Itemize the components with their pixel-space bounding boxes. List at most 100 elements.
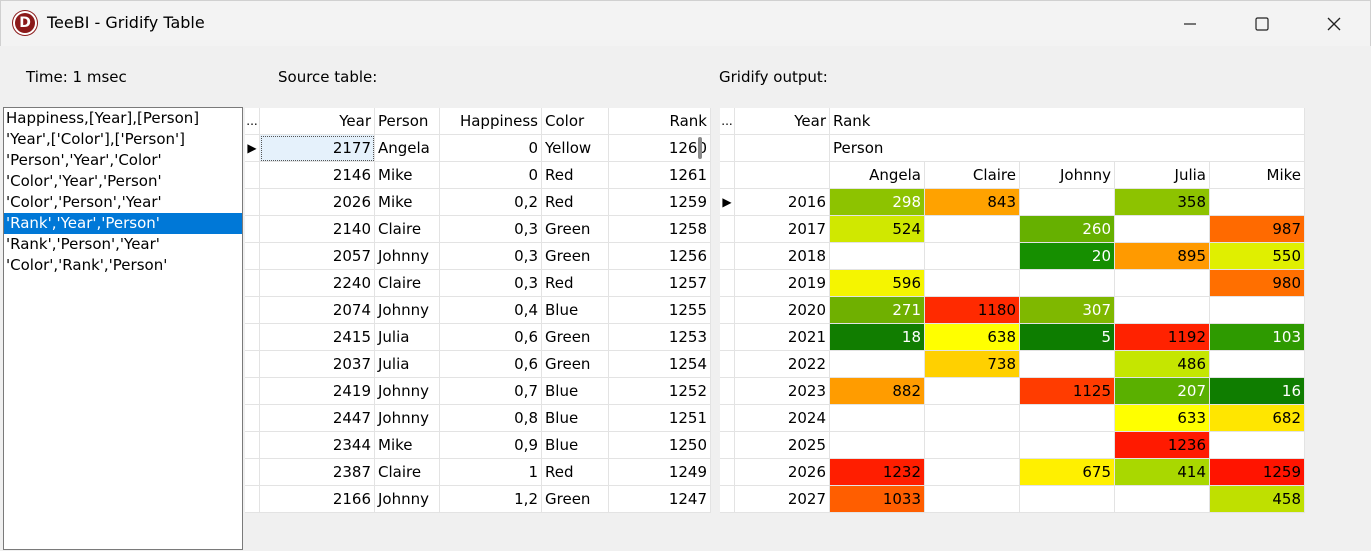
cell-rank[interactable]: 1253 [608, 323, 711, 351]
row-indicator[interactable] [720, 296, 735, 324]
cell-year[interactable]: 2146 [259, 161, 375, 189]
row-indicator[interactable] [245, 242, 260, 270]
cell-year[interactable]: 2344 [259, 431, 375, 459]
cell-person[interactable]: Johnny [374, 296, 440, 324]
list-item[interactable]: 'Rank','Person','Year' [6, 235, 160, 253]
row-indicator[interactable]: ▶ [720, 188, 735, 216]
cell-person[interactable]: Johnny [374, 404, 440, 432]
cell-happiness[interactable]: 0 [439, 161, 542, 189]
source-scrollbar-thumb[interactable] [698, 137, 702, 159]
rank-cell[interactable] [924, 215, 1020, 243]
cell-color[interactable]: Blue [541, 377, 609, 405]
cell-person[interactable]: Johnny [374, 485, 440, 513]
row-indicator[interactable] [245, 323, 260, 351]
person-column-angela[interactable]: Angela [829, 161, 925, 189]
cell-person[interactable]: Angela [374, 134, 440, 162]
rank-cell[interactable] [829, 404, 925, 432]
cell-color[interactable]: Green [541, 485, 609, 513]
year-cell[interactable]: 2024 [734, 404, 830, 432]
cell-rank[interactable]: 1261 [608, 161, 711, 189]
output-row[interactable]: ▶ 2016 298 843 358 [720, 188, 1305, 216]
row-indicator[interactable]: ▶ [245, 134, 260, 162]
person-column-mike[interactable]: Mike [1209, 161, 1305, 189]
person-column-julia[interactable]: Julia [1114, 161, 1210, 189]
rank-header[interactable]: Rank [829, 108, 1305, 135]
rank-cell[interactable]: 5 [1019, 323, 1115, 351]
table-row[interactable]: 2419 Johnny 0,7 Blue 1252 [245, 377, 711, 405]
cell-color[interactable]: Red [541, 458, 609, 486]
list-item[interactable]: 'Rank','Year','Person' [4, 213, 242, 234]
cell-year[interactable]: 2026 [259, 188, 375, 216]
list-item[interactable]: 'Person','Year','Color' [6, 151, 162, 169]
cell-rank[interactable]: 1258 [608, 215, 711, 243]
column-ellipsis[interactable]: ... [245, 108, 260, 135]
year-header[interactable]: Year [734, 108, 830, 135]
cell-happiness[interactable]: 0 [439, 134, 542, 162]
cell-color[interactable]: Red [541, 161, 609, 189]
list-item[interactable]: 'Color','Year','Person' [6, 172, 162, 190]
table-row[interactable]: 2447 Johnny 0,8 Blue 1251 [245, 404, 711, 432]
rank-cell[interactable]: 524 [829, 215, 925, 243]
rank-cell[interactable]: 980 [1209, 269, 1305, 297]
cell-happiness[interactable]: 0,9 [439, 431, 542, 459]
year-cell[interactable]: 2025 [734, 431, 830, 459]
table-row[interactable]: 2387 Claire 1 Red 1249 [245, 458, 711, 486]
year-cell[interactable]: 2022 [734, 350, 830, 378]
rank-cell[interactable]: 638 [924, 323, 1020, 351]
row-indicator[interactable] [245, 161, 260, 189]
table-row[interactable]: 2146 Mike 0 Red 1261 [245, 161, 711, 189]
rank-cell[interactable] [1209, 296, 1305, 324]
cell-year[interactable]: 2447 [259, 404, 375, 432]
cell-color[interactable]: Red [541, 269, 609, 297]
row-indicator[interactable] [720, 350, 735, 378]
rank-cell[interactable]: 414 [1114, 458, 1210, 486]
output-row[interactable]: 2020 271 1180 307 [720, 296, 1305, 324]
rank-cell[interactable]: 675 [1019, 458, 1115, 486]
rank-cell[interactable] [924, 377, 1020, 405]
cell-rank[interactable]: 1252 [608, 377, 711, 405]
cell-year[interactable]: 2419 [259, 377, 375, 405]
row-indicator[interactable] [245, 215, 260, 243]
year-cell[interactable]: 2018 [734, 242, 830, 270]
cell-person[interactable]: Mike [374, 161, 440, 189]
table-row[interactable]: 2344 Mike 0,9 Blue 1250 [245, 431, 711, 459]
cell-happiness[interactable]: 0,3 [439, 242, 542, 270]
rank-cell[interactable] [1209, 188, 1305, 216]
rank-cell[interactable]: 1232 [829, 458, 925, 486]
row-indicator[interactable] [720, 431, 735, 459]
row-indicator[interactable] [245, 431, 260, 459]
cell-happiness[interactable]: 0,3 [439, 269, 542, 297]
year-cell[interactable]: 2019 [734, 269, 830, 297]
cell-color[interactable]: Green [541, 242, 609, 270]
rank-cell[interactable]: 358 [1114, 188, 1210, 216]
cell-color[interactable]: Blue [541, 431, 609, 459]
cell-rank[interactable]: 1249 [608, 458, 711, 486]
column-header-year[interactable]: Year [259, 108, 375, 135]
cell-person[interactable]: Mike [374, 188, 440, 216]
rank-cell[interactable] [1019, 269, 1115, 297]
output-row[interactable]: 2019 596 980 [720, 269, 1305, 297]
cell-year[interactable]: 2240 [259, 269, 375, 297]
rank-cell[interactable]: 682 [1209, 404, 1305, 432]
row-indicator[interactable] [245, 188, 260, 216]
table-row[interactable]: 2415 Julia 0,6 Green 1253 [245, 323, 711, 351]
row-indicator[interactable] [720, 458, 735, 486]
cell-rank[interactable]: 1254 [608, 350, 711, 378]
output-row[interactable]: 2024 633 682 [720, 404, 1305, 432]
close-button[interactable] [1311, 1, 1357, 46]
cell-happiness[interactable]: 0,7 [439, 377, 542, 405]
cell-color[interactable]: Red [541, 188, 609, 216]
cell-year[interactable]: 2177 [259, 134, 375, 162]
year-cell[interactable]: 2021 [734, 323, 830, 351]
list-item[interactable]: 'Color','Person','Year' [6, 193, 162, 211]
year-cell[interactable]: 2026 [734, 458, 830, 486]
year-cell[interactable]: 2017 [734, 215, 830, 243]
source-table-grid[interactable]: ... Year Person Happiness Color Rank ▶ 2177 Ange… [245, 108, 711, 513]
output-row[interactable]: 2025 1236 [720, 431, 1305, 459]
rank-cell[interactable]: 1236 [1114, 431, 1210, 459]
maximize-button[interactable] [1239, 1, 1285, 46]
gridify-output-grid[interactable]: ... Year Rank Person Angela Claire Johnny Julia… [720, 108, 1305, 513]
rank-cell[interactable]: 1259 [1209, 458, 1305, 486]
output-row[interactable]: 2021 18 638 5 1192 103 [720, 323, 1305, 351]
rank-cell[interactable]: 298 [829, 188, 925, 216]
